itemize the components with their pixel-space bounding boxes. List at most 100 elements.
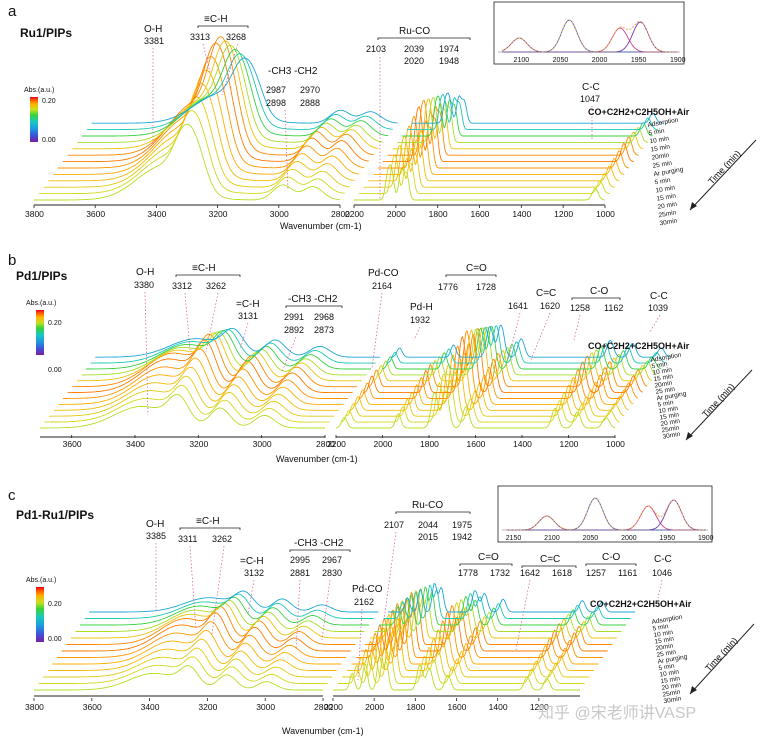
inset-a-frame — [493, 1, 685, 65]
ann-c-co: C=O — [478, 552, 499, 563]
time-axis-a-label: Time (min) — [706, 148, 742, 186]
x-tick-label: 2800 — [316, 439, 335, 449]
spectrum-trace — [91, 57, 663, 124]
inset-a: 2100 2050 2000 1950 1900 — [493, 1, 686, 65]
spectrum-trace — [53, 362, 629, 411]
ann-b-c-o: C-O — [590, 286, 609, 297]
ann-c-co-v2: 1732 — [490, 568, 510, 578]
spectrum-trace — [34, 656, 580, 691]
ann-c-eqch-v1: 3132 — [244, 568, 264, 578]
x-tick-label: 3600 — [83, 702, 102, 712]
time-arrowhead-b — [686, 432, 693, 440]
axis-a: Wavenumber (cm-1) 3800 3600 3400 3200 3000 28… — [25, 204, 615, 231]
inset-c: 2150 2100 2050 2000 1950 1900 — [497, 485, 714, 543]
panel-c: c Pd1-Ru1/PIPs Abs.(a.u.) 0.20 0.00 Wave… — [8, 485, 755, 736]
spectrum-trace — [38, 646, 585, 684]
inset-tick-label: 2150 — [506, 535, 522, 542]
ann-b-oh: O-H — [136, 267, 154, 278]
inset-fit — [506, 497, 706, 531]
panel-b: b Pd1/PIPs Abs.(a.u.) 0.20 0.00 Wavenumb… — [8, 252, 753, 464]
spectrum-trace — [80, 586, 626, 626]
ann-b-oh-v1: 3380 — [134, 280, 154, 290]
panel-letter-c: c — [8, 487, 16, 504]
x-tick-label: 1800 — [420, 439, 439, 449]
time-label: 20 min — [657, 201, 678, 211]
x-tick-label: 3000 — [253, 439, 272, 449]
time-axis-a: Time (min) — [689, 139, 757, 211]
spectrum-trace — [70, 590, 617, 639]
spectrum-trace — [67, 334, 643, 394]
inset-tick-label: 1950 — [631, 57, 647, 64]
time-arrow-c — [689, 623, 755, 695]
time-label: 25min — [661, 424, 680, 434]
ann-c-ruco-v5: 1942 — [452, 532, 472, 542]
ann-a-ch: ≡C-H — [204, 14, 228, 25]
spectrum-trace — [82, 49, 654, 137]
time-label: 25min — [662, 689, 681, 699]
time-label: 10 min — [655, 184, 676, 194]
spectrum-trace — [72, 40, 644, 150]
x-tick-label: 3000 — [270, 209, 289, 219]
spectrum-trace — [40, 390, 616, 429]
ann-b-cc: C-C — [650, 291, 668, 302]
x-tick-label: 2000 — [387, 209, 406, 219]
spectrum-trace — [89, 582, 636, 613]
ann-c-ruco-v1: 2107 — [384, 520, 404, 530]
colorbar-a-tick-low: 0.00 — [42, 137, 56, 144]
colorbar-a-tick-high: 0.20 — [42, 98, 56, 105]
time-label: 10 min — [659, 668, 680, 678]
x-tick-label: 2200 — [327, 439, 346, 449]
ann-c-oh: O-H — [146, 519, 164, 530]
spectra-a — [33, 36, 663, 208]
time-axis-b-label: Time (min) — [700, 381, 736, 419]
ann-a-ch-v1: 3313 — [190, 32, 210, 42]
time-axis-c: Time (min) — [689, 623, 755, 695]
inset-tick-label: 2000 — [621, 535, 637, 542]
time-axis-c-label: Time (min) — [703, 635, 739, 673]
ann-c-ch3-v2: 2967 — [322, 555, 342, 565]
time-label: 30min — [659, 217, 678, 227]
spectrum-trace — [47, 627, 594, 671]
ann-c-c-o-v1: 1257 — [586, 568, 606, 578]
panel-letter-b: b — [8, 252, 16, 269]
time-label: 20min — [655, 642, 674, 652]
time-arrow-a — [689, 139, 757, 211]
x-tick-label: 1600 — [471, 209, 490, 219]
ann-a-ruco-v5: 1948 — [439, 56, 459, 66]
spectrum-trace — [81, 326, 657, 376]
panel-b-title: Pd1/PIPs — [16, 269, 68, 283]
ann-a-ch3-v3: 2898 — [266, 98, 286, 108]
ann-b-eqch-v1: 3131 — [238, 311, 258, 321]
ann-c-cc2-v2: 1618 — [552, 568, 572, 578]
colorbar-a-gradient — [30, 97, 38, 142]
ann-b-ch-v1: 3312 — [172, 281, 192, 291]
colorbar-c-title: Abs.(a.u.) — [26, 577, 56, 584]
ann-c-ruco-v4: 2015 — [418, 532, 438, 542]
x-tick-label: 1200 — [560, 439, 579, 449]
ann-b-ch3-v4: 2873 — [314, 325, 334, 335]
x-axis-b-label: Wavenumber (cm-1) — [276, 454, 358, 464]
time-arrowhead-a — [690, 202, 697, 210]
inset-tick-label: 2000 — [592, 57, 608, 64]
time-label: 15 min — [659, 411, 680, 421]
ann-b-pdh-v1: 1932 — [410, 315, 430, 325]
ann-a-ch3: -CH3 -CH2 — [268, 66, 318, 77]
watermark: 知乎 @宋老师讲VASP — [538, 704, 696, 722]
spectrum-trace — [43, 636, 590, 678]
x-tick-label: 1800 — [429, 209, 448, 219]
x-tick-label: 3800 — [25, 209, 44, 219]
x-tick-label: 3400 — [141, 702, 160, 712]
x-tick-label: 1400 — [512, 209, 531, 219]
time-label: 20 min — [660, 418, 681, 428]
ann-c-cc2: C=C — [540, 554, 560, 565]
panel-c-title: Pd1-Ru1/PIPs — [16, 508, 94, 522]
x-tick-label: 1200 — [554, 209, 573, 219]
ann-c-ch-v2: 3262 — [212, 534, 232, 544]
ann-b-ch3-v3: 2892 — [284, 325, 304, 335]
x-tick-label: 1400 — [489, 702, 508, 712]
spectrum-trace — [77, 44, 649, 143]
inset-tick-label: 2050 — [583, 535, 599, 542]
